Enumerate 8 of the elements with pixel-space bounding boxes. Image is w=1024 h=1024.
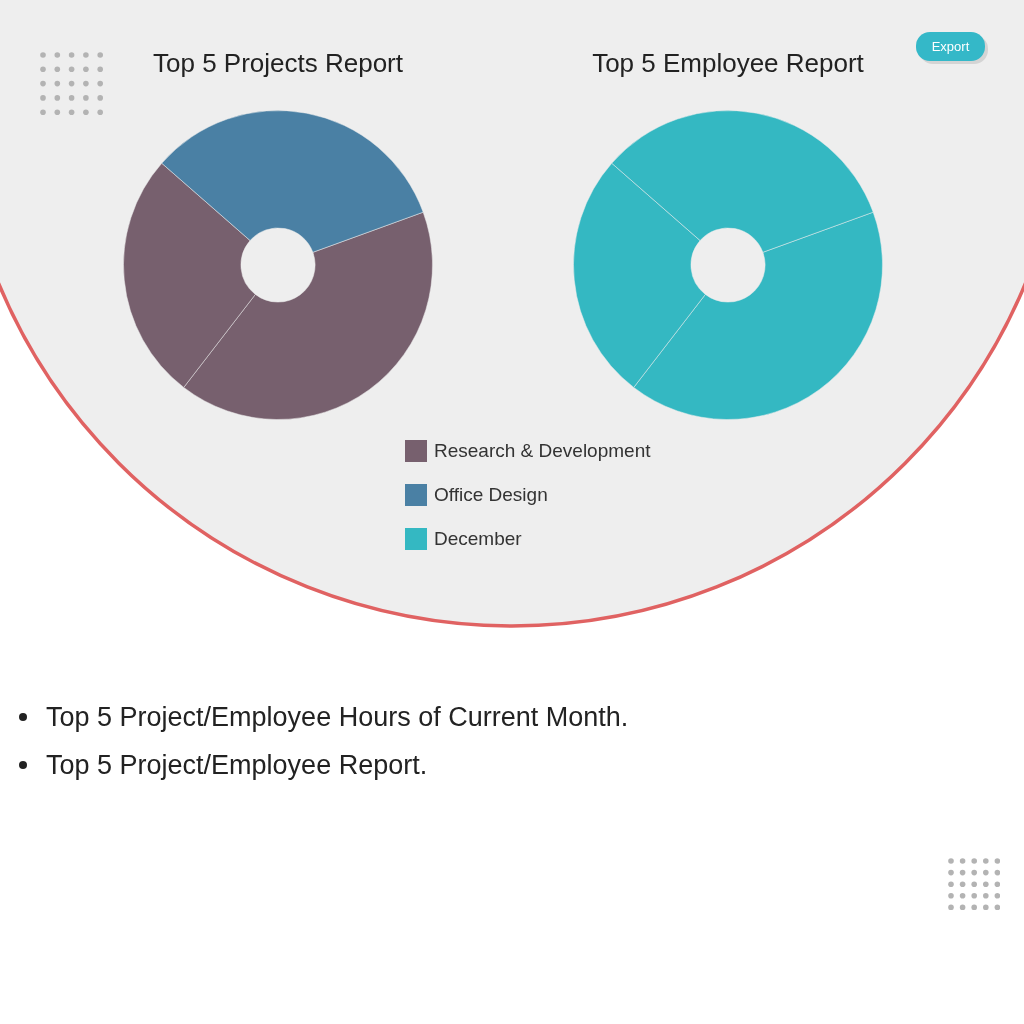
legend-label: Office Design bbox=[434, 484, 548, 506]
chart-title: Top 5 Employee Report bbox=[591, 47, 865, 80]
legend-label: Research & Development bbox=[434, 440, 651, 462]
text: Top 5 Project/Employee Hours of Current Month. bbox=[46, 701, 629, 734]
text: Top 5 Project/Employee Report. bbox=[46, 749, 428, 782]
legend-label: December bbox=[434, 528, 522, 550]
text: Export bbox=[931, 39, 970, 54]
chart-title: Top 5 Projects Report bbox=[152, 47, 404, 80]
